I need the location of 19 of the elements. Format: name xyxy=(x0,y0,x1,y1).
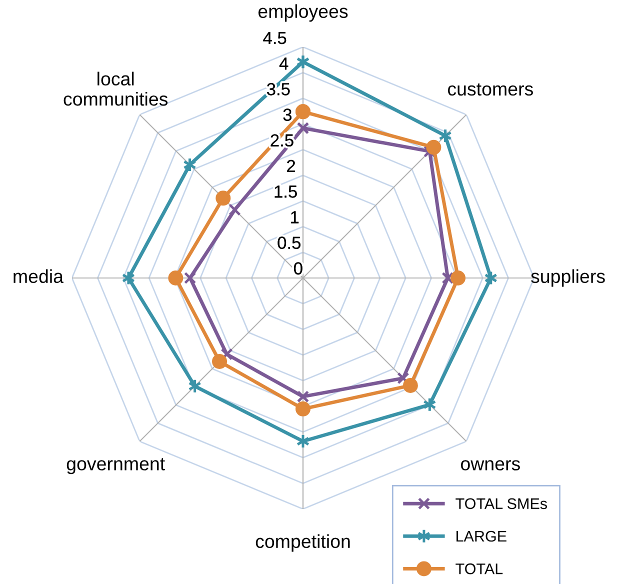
spoke-label: customers xyxy=(448,83,533,96)
y-tick-label: 0.5 xyxy=(278,236,300,249)
spoke-label: owners xyxy=(460,460,520,470)
spoke-label: employees xyxy=(258,4,348,22)
spoke-label: local communities xyxy=(64,72,168,106)
legend-label: TOTAL SMEs xyxy=(456,498,547,510)
spoke-label: competition xyxy=(256,534,350,552)
spoke-label: government xyxy=(66,458,165,474)
y-tick-label: 3 xyxy=(283,108,292,121)
y-tick-label: 4.5 xyxy=(263,32,286,44)
y-tick-label: 4 xyxy=(279,58,288,70)
y-tick-label: 2 xyxy=(287,160,295,172)
spoke-label: suppliers xyxy=(531,269,605,287)
y-tick-label: 1.5 xyxy=(274,186,297,198)
y-tick-label: 1 xyxy=(291,211,299,224)
spoke-label: media xyxy=(14,269,64,284)
legend-label: TOTAL xyxy=(456,563,503,574)
y-tick-label: 0 xyxy=(294,262,302,275)
legend-label: LARGE xyxy=(456,530,506,542)
